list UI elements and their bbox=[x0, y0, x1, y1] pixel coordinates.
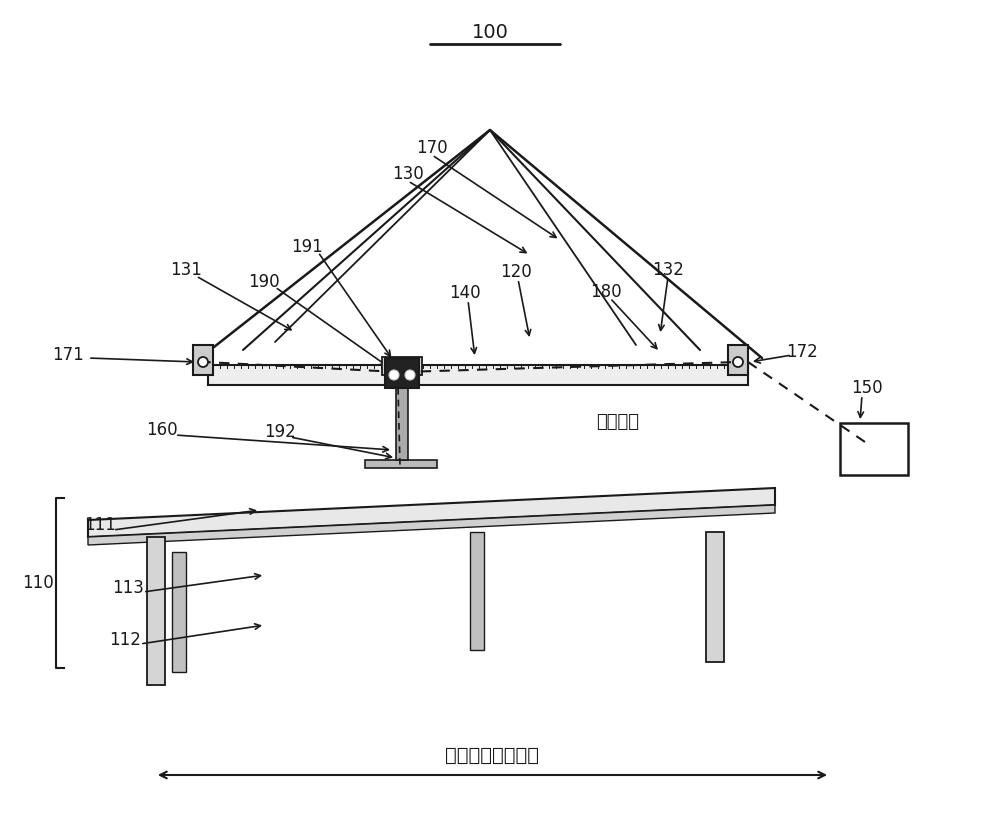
Polygon shape bbox=[88, 488, 775, 537]
Text: 132: 132 bbox=[652, 261, 684, 279]
Text: 150: 150 bbox=[851, 379, 883, 397]
Bar bbox=[172, 552, 186, 672]
Circle shape bbox=[389, 370, 399, 380]
Bar bbox=[208, 365, 748, 385]
Circle shape bbox=[733, 357, 743, 367]
Text: 140: 140 bbox=[449, 284, 481, 302]
Text: 172: 172 bbox=[786, 343, 818, 361]
Text: 171: 171 bbox=[52, 346, 84, 364]
Text: 180: 180 bbox=[590, 283, 622, 301]
Bar bbox=[706, 532, 724, 662]
Bar bbox=[147, 537, 165, 685]
Polygon shape bbox=[88, 505, 775, 545]
Text: 160: 160 bbox=[146, 421, 178, 439]
Bar bbox=[396, 382, 408, 460]
Text: 112: 112 bbox=[109, 631, 141, 649]
Text: 113: 113 bbox=[112, 579, 144, 597]
Text: 100: 100 bbox=[472, 22, 508, 41]
Text: 131: 131 bbox=[170, 261, 202, 279]
Bar bbox=[728, 345, 748, 375]
Text: 192: 192 bbox=[264, 423, 296, 441]
Circle shape bbox=[198, 357, 208, 367]
Circle shape bbox=[405, 370, 415, 380]
Text: 111: 111 bbox=[84, 516, 116, 534]
Text: 130: 130 bbox=[392, 165, 424, 183]
Text: 通信连接: 通信连接 bbox=[596, 413, 640, 431]
Text: 191: 191 bbox=[291, 238, 323, 256]
Text: 110: 110 bbox=[22, 574, 54, 592]
Text: 170: 170 bbox=[416, 139, 448, 157]
Text: 120: 120 bbox=[500, 263, 532, 281]
Text: 190: 190 bbox=[248, 273, 280, 291]
Bar bbox=[365, 460, 437, 468]
Bar bbox=[470, 532, 484, 650]
Bar bbox=[193, 345, 213, 375]
Bar bbox=[382, 357, 422, 375]
Bar bbox=[840, 423, 908, 475]
Text: 进纸口的宽度方向: 进纸口的宽度方向 bbox=[445, 746, 539, 765]
Bar bbox=[385, 358, 419, 388]
